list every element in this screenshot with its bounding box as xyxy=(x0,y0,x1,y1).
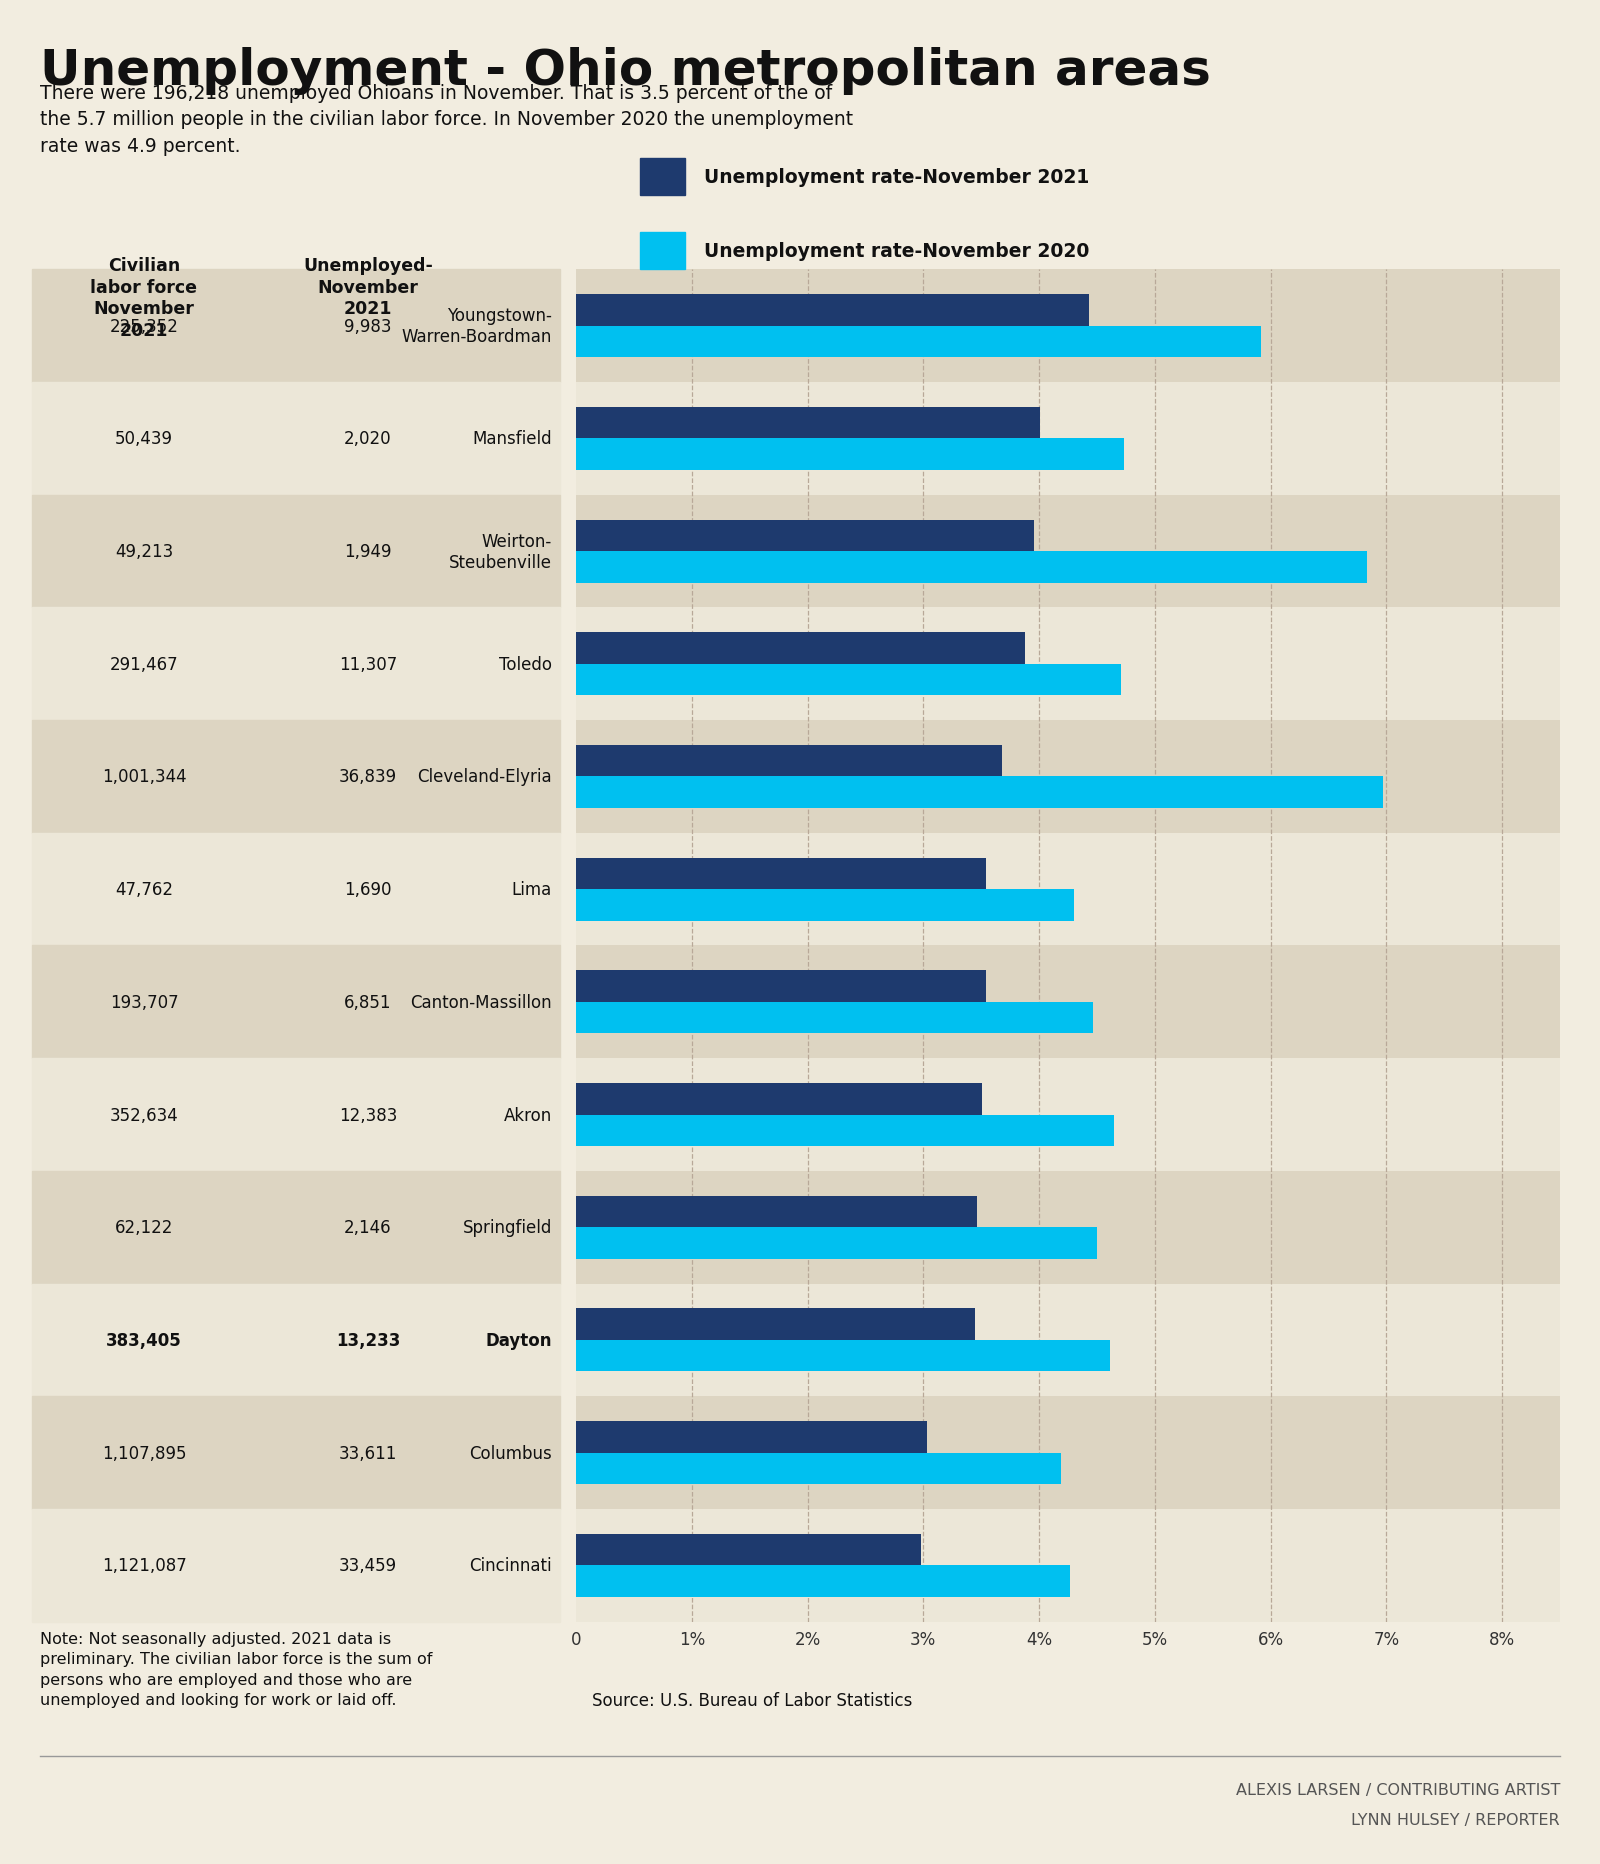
Bar xyxy=(576,1003,1093,1035)
Text: Dayton: Dayton xyxy=(485,1331,552,1350)
Bar xyxy=(576,408,1040,440)
Text: Akron: Akron xyxy=(504,1105,552,1124)
Bar xyxy=(576,971,986,1003)
Text: 2,020: 2,020 xyxy=(344,431,392,447)
Text: Cleveland-Elyria: Cleveland-Elyria xyxy=(418,768,552,787)
Bar xyxy=(576,1284,1560,1396)
Text: ALEXIS LARSEN / CONTRIBUTING ARTIST: ALEXIS LARSEN / CONTRIBUTING ARTIST xyxy=(1235,1782,1560,1797)
Bar xyxy=(576,440,1123,472)
Text: 6,851: 6,851 xyxy=(344,994,392,1012)
Text: 47,762: 47,762 xyxy=(115,880,173,898)
Text: Lima: Lima xyxy=(512,880,552,898)
Bar xyxy=(576,1309,976,1340)
Text: Canton-Massillon: Canton-Massillon xyxy=(410,994,552,1012)
Bar xyxy=(576,664,1122,695)
Text: Springfield: Springfield xyxy=(462,1219,552,1236)
Text: 1,121,087: 1,121,087 xyxy=(102,1556,186,1575)
Bar xyxy=(576,1510,1560,1622)
Bar xyxy=(576,721,1560,833)
Bar xyxy=(576,1534,922,1566)
Bar xyxy=(576,1566,1070,1597)
Text: 9,983: 9,983 xyxy=(344,317,392,336)
Text: 291,467: 291,467 xyxy=(110,656,178,673)
Text: 352,634: 352,634 xyxy=(110,1105,178,1124)
Text: Cincinnati: Cincinnati xyxy=(469,1556,552,1575)
Text: Unemployment rate-November 2020: Unemployment rate-November 2020 xyxy=(704,242,1090,261)
Bar xyxy=(576,1396,1560,1510)
Text: Unemployed-
November
2021: Unemployed- November 2021 xyxy=(302,257,434,319)
Bar xyxy=(576,777,1382,809)
Text: Civilian
labor force
November
2021: Civilian labor force November 2021 xyxy=(91,257,197,339)
Text: Youngstown-
Warren-Boardman: Youngstown- Warren-Boardman xyxy=(402,308,552,347)
Bar xyxy=(576,1059,1560,1171)
Bar xyxy=(576,608,1560,721)
Bar xyxy=(576,1083,982,1115)
Bar xyxy=(576,1171,1560,1284)
Text: Columbus: Columbus xyxy=(469,1445,552,1461)
Text: 11,307: 11,307 xyxy=(339,656,397,673)
Bar xyxy=(576,552,1366,583)
Text: 2,146: 2,146 xyxy=(344,1219,392,1236)
Text: Unemployment - Ohio metropolitan areas: Unemployment - Ohio metropolitan areas xyxy=(40,47,1211,95)
Text: 1,107,895: 1,107,895 xyxy=(102,1445,186,1461)
Text: Unemployment rate-November 2021: Unemployment rate-November 2021 xyxy=(704,168,1090,186)
Text: 383,405: 383,405 xyxy=(106,1331,182,1350)
Text: Note: Not seasonally adjusted. 2021 data is
preliminary. The civilian labor forc: Note: Not seasonally adjusted. 2021 data… xyxy=(40,1631,432,1707)
Bar xyxy=(576,496,1560,608)
Text: 36,839: 36,839 xyxy=(339,768,397,787)
Text: 12,383: 12,383 xyxy=(339,1105,397,1124)
Text: 62,122: 62,122 xyxy=(115,1219,173,1236)
Text: 1,001,344: 1,001,344 xyxy=(102,768,186,787)
Bar xyxy=(576,295,1090,326)
Text: 13,233: 13,233 xyxy=(336,1331,400,1350)
Text: Toledo: Toledo xyxy=(499,656,552,673)
Bar xyxy=(576,1420,926,1452)
Bar xyxy=(576,889,1074,921)
Bar xyxy=(576,1115,1114,1146)
Bar xyxy=(576,382,1560,496)
Bar xyxy=(576,1228,1098,1258)
Bar xyxy=(576,947,1560,1059)
Text: Mansfield: Mansfield xyxy=(472,431,552,447)
Text: There were 196,218 unemployed Ohioans in November. That is 3.5 percent of the of: There were 196,218 unemployed Ohioans in… xyxy=(40,84,853,157)
Text: 225,352: 225,352 xyxy=(109,317,179,336)
Bar xyxy=(576,634,1026,664)
Bar xyxy=(576,1197,976,1228)
Text: Weirton-
Steubenville: Weirton- Steubenville xyxy=(450,533,552,570)
Bar xyxy=(576,270,1560,382)
Bar xyxy=(576,746,1002,777)
Text: 33,459: 33,459 xyxy=(339,1556,397,1575)
Bar xyxy=(576,520,1035,552)
Bar xyxy=(576,857,986,889)
Text: 1,690: 1,690 xyxy=(344,880,392,898)
Text: 193,707: 193,707 xyxy=(110,994,178,1012)
Bar xyxy=(576,833,1560,947)
Bar xyxy=(576,1452,1061,1484)
Text: 33,611: 33,611 xyxy=(339,1445,397,1461)
Text: 50,439: 50,439 xyxy=(115,431,173,447)
Bar xyxy=(576,326,1261,358)
Bar xyxy=(576,1340,1110,1372)
Text: 49,213: 49,213 xyxy=(115,542,173,561)
Text: Source: U.S. Bureau of Labor Statistics: Source: U.S. Bureau of Labor Statistics xyxy=(592,1691,912,1709)
Text: LYNN HULSEY / REPORTER: LYNN HULSEY / REPORTER xyxy=(1352,1812,1560,1827)
Text: 1,949: 1,949 xyxy=(344,542,392,561)
